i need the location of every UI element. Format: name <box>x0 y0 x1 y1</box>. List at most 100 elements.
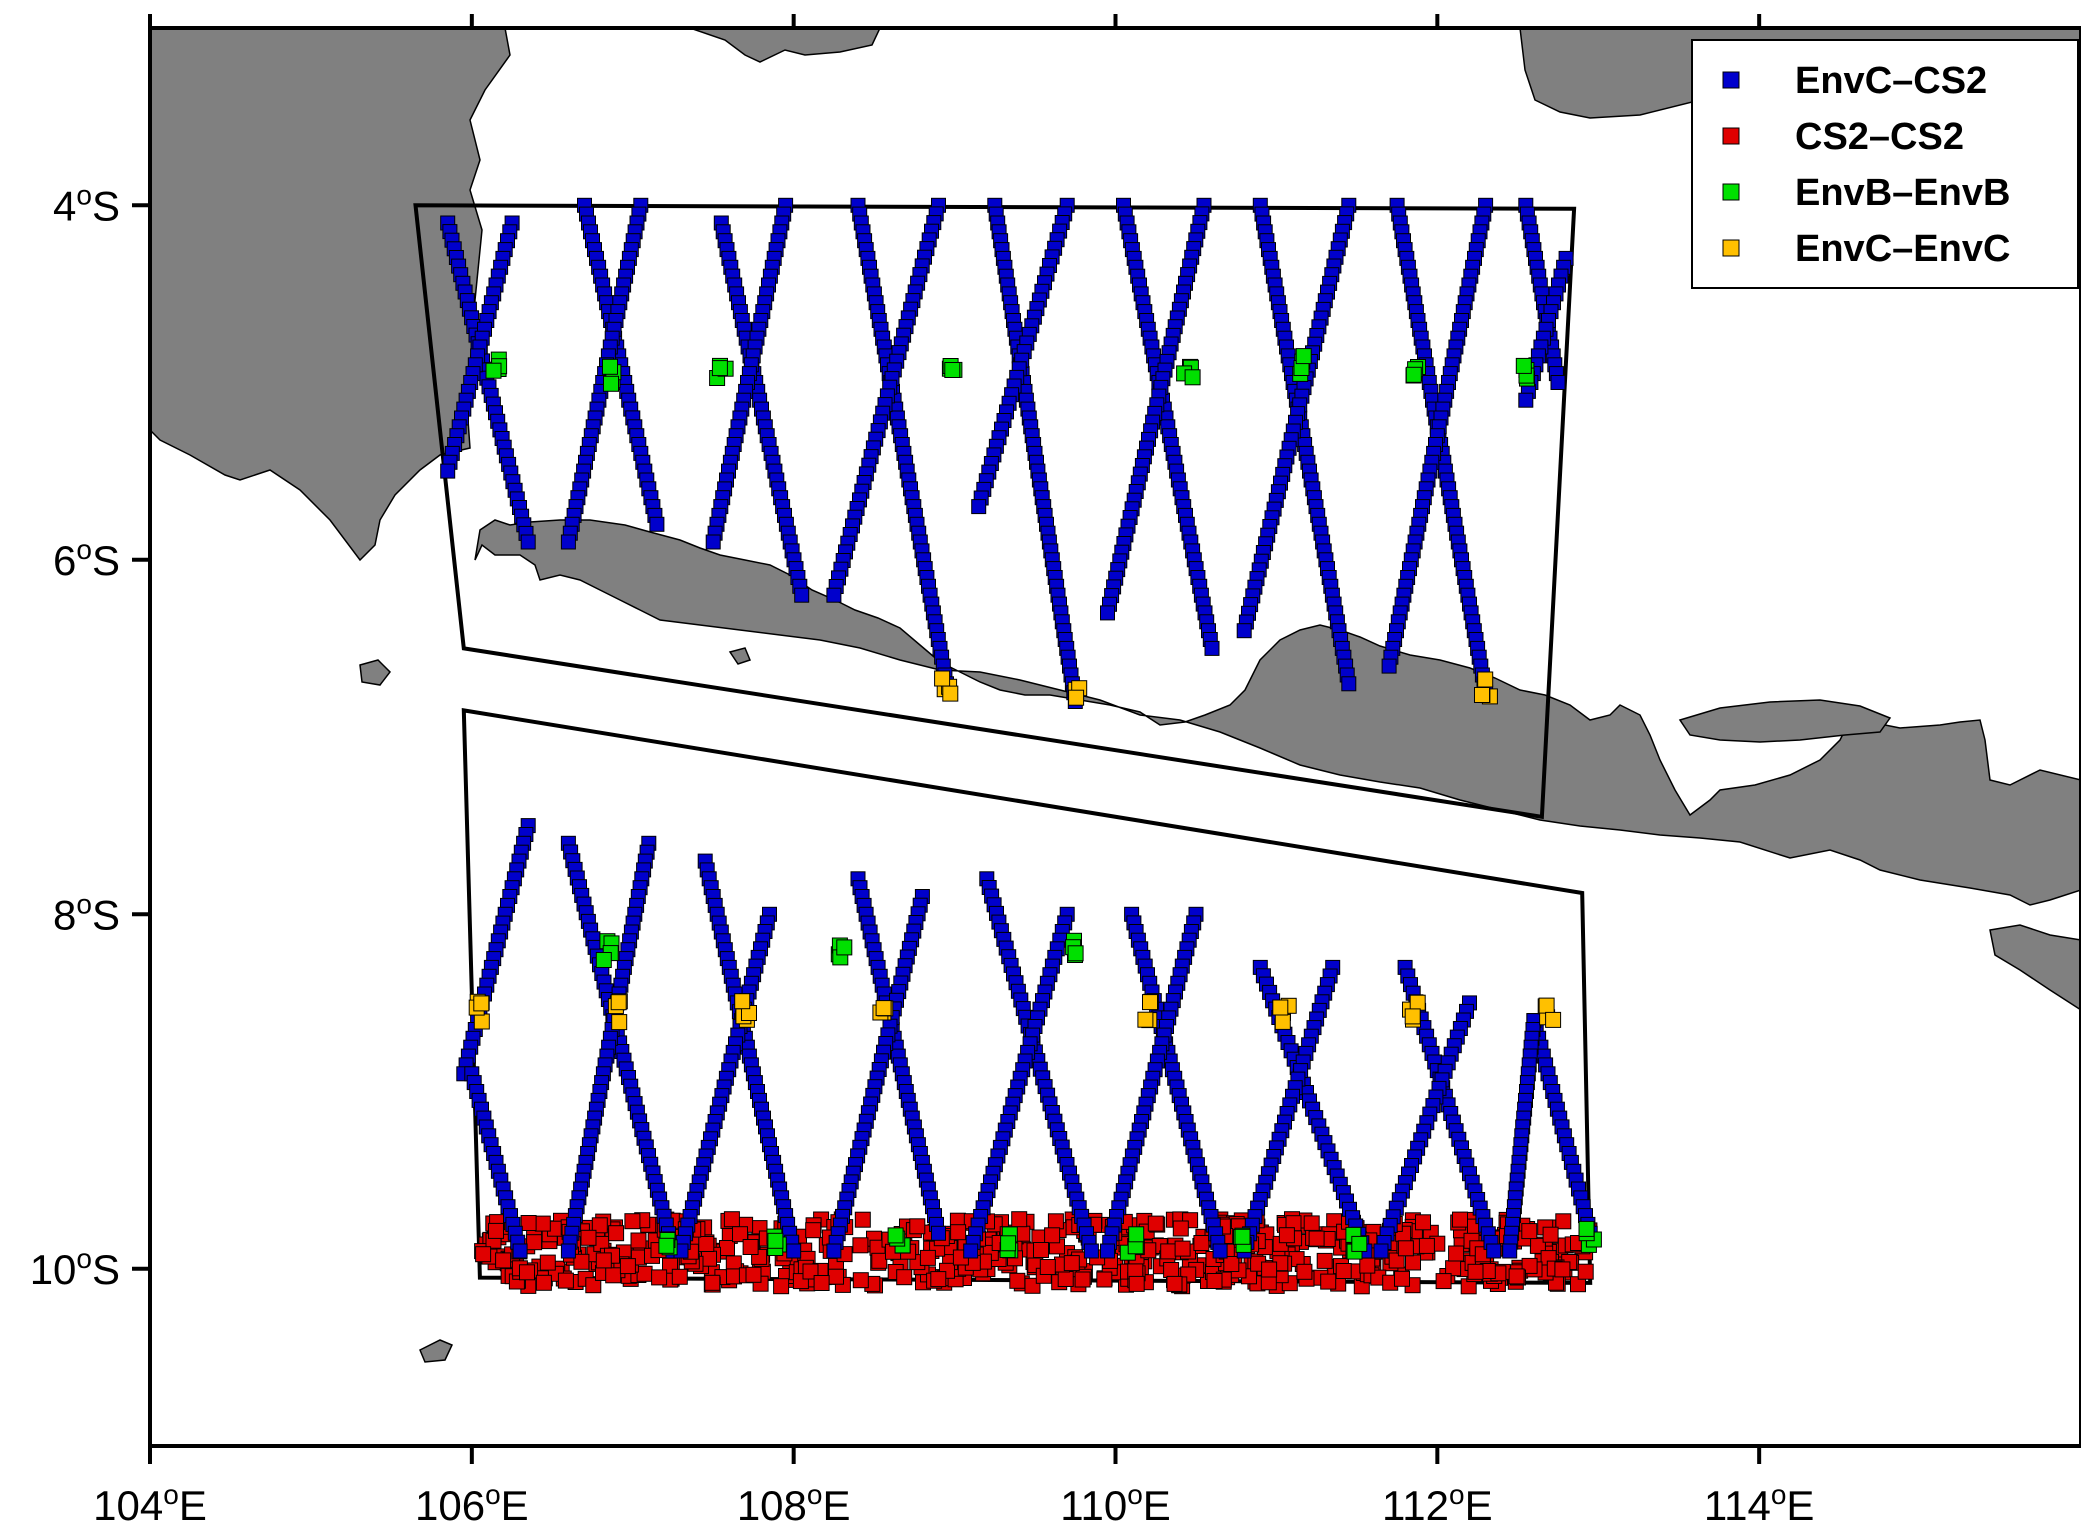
envb-envb-marker <box>603 375 619 392</box>
cs2-cs2-marker <box>930 1271 947 1288</box>
cs2-cs2-marker <box>534 1215 551 1232</box>
bali-land <box>1989 924 2081 1011</box>
envc-cs2-marker <box>520 534 536 550</box>
cs2-cs2-marker <box>1418 1237 1435 1254</box>
y-tick-label: 4oS <box>53 179 120 229</box>
cs2-cs2-marker <box>1033 1242 1049 1258</box>
cs2-cs2-marker <box>1555 1213 1572 1230</box>
envc-cs2-marker <box>705 534 721 550</box>
cs2-cs2-marker <box>1278 1227 1295 1244</box>
envb-envb-marker <box>767 1232 784 1249</box>
envc-envc-marker <box>934 670 951 687</box>
envc-envc-marker <box>734 993 751 1010</box>
envb-envb-marker <box>658 1237 675 1254</box>
envc-envc-marker <box>1538 997 1555 1014</box>
y-tick-label: 10oS <box>30 1243 120 1293</box>
cs2-cs2-marker <box>1335 1263 1352 1279</box>
envc-envc-marker <box>473 995 490 1012</box>
cs2-cs2-marker <box>1296 1263 1313 1280</box>
cs2-cs2-marker <box>1405 1254 1421 1271</box>
cs2-cs2-marker <box>573 1253 590 1270</box>
cs2-cs2-marker <box>1554 1261 1571 1278</box>
x-tick-label: 114oE <box>1704 1479 1815 1529</box>
envc-cs2-marker <box>560 1243 576 1259</box>
cs2-cs2-marker <box>1303 1215 1320 1232</box>
cs2-cs2-marker <box>1009 1272 1026 1289</box>
cs2-cs2-marker <box>909 1218 926 1235</box>
envb-envb-marker <box>1295 348 1312 365</box>
cs2-cs2-marker <box>1521 1223 1538 1240</box>
envc-cs2-marker <box>440 463 456 479</box>
envc-cs2-marker <box>1373 1243 1389 1259</box>
cs2-cs2-marker <box>852 1237 869 1254</box>
envb-envb-marker <box>887 1227 904 1244</box>
envc-cs2-marker <box>1341 676 1357 692</box>
cs2-cs2-marker <box>580 1229 597 1246</box>
envc-cs2-marker <box>931 1225 946 1241</box>
cs2-cs2-marker <box>1435 1273 1452 1290</box>
cs2-cs2-marker <box>1308 1230 1325 1247</box>
cs2-cs2-marker <box>605 1267 622 1284</box>
envc-cs2-marker <box>1212 1243 1228 1259</box>
envb-envb-marker <box>1234 1228 1251 1245</box>
envb-envb-marker <box>1000 1235 1017 1252</box>
envc-envc-marker <box>1272 999 1289 1016</box>
cs2-cs2-marker <box>624 1213 641 1230</box>
envb-envb-marker <box>711 360 728 377</box>
envc-cs2-marker <box>560 534 576 550</box>
islet <box>728 647 752 665</box>
cs2-cs2-marker <box>1223 1256 1240 1272</box>
envb-envb-marker <box>485 362 502 379</box>
islet <box>359 659 391 686</box>
cs2-cs2-marker <box>1172 1220 1189 1237</box>
envc-envc-marker <box>1068 689 1085 706</box>
cs2-cs2-marker <box>1128 1275 1145 1292</box>
envc-cs2-marker <box>971 499 987 515</box>
cs2-cs2-marker <box>519 1264 535 1281</box>
islet <box>419 1339 454 1363</box>
cs2-cs2-marker <box>520 1215 537 1231</box>
cs2-cs2-marker <box>1163 1262 1180 1278</box>
x-tick-label: 106oE <box>415 1479 529 1529</box>
envc-cs2-marker <box>826 587 842 603</box>
sumatra-land <box>150 28 511 562</box>
legend-swatch <box>1722 183 1740 201</box>
cs2-cs2-marker <box>1206 1273 1223 1289</box>
cs2-cs2-marker <box>698 1236 715 1252</box>
cs2-cs2-marker <box>742 1239 759 1255</box>
envb-envb-marker <box>1578 1220 1595 1237</box>
envc-cs2-marker <box>1100 605 1115 621</box>
cs2-cs2-marker <box>671 1268 688 1285</box>
cs2-cs2-marker <box>619 1258 636 1275</box>
cs2-cs2-marker <box>475 1246 492 1263</box>
cs2-cs2-marker <box>773 1278 790 1295</box>
envc-cs2-marker <box>1550 375 1566 390</box>
envc-envc-marker <box>610 994 627 1011</box>
envb-envb-marker <box>1405 366 1422 383</box>
cs2-cs2-marker <box>704 1274 721 1291</box>
envb-envb-marker <box>1351 1235 1368 1252</box>
cs2-cs2-marker <box>651 1269 668 1286</box>
envc-envc-marker <box>1137 1011 1154 1028</box>
legend-label: EnvC–CS2 <box>1795 60 1987 102</box>
cs2-cs2-marker <box>745 1266 762 1283</box>
cs2-cs2-marker <box>854 1211 871 1228</box>
envc-cs2-marker <box>1100 1243 1115 1259</box>
madura-land <box>1678 699 1892 743</box>
cs2-cs2-marker <box>535 1274 552 1291</box>
envc-envc-marker <box>1474 687 1490 703</box>
cs2-cs2-marker <box>828 1268 844 1285</box>
cs2-cs2-marker <box>591 1217 608 1234</box>
envc-cs2-marker <box>1518 392 1534 408</box>
cs2-cs2-marker <box>1542 1226 1559 1243</box>
cs2-cs2-marker <box>1320 1273 1337 1290</box>
envc-cs2-marker <box>1083 1243 1099 1259</box>
cs2-cs2-marker <box>813 1275 830 1291</box>
envb-envb-marker <box>836 939 853 956</box>
y-tick-label: 8oS <box>53 888 120 938</box>
cs2-cs2-marker <box>1057 1271 1074 1287</box>
y-tick-label: 6oS <box>53 534 120 584</box>
region-outline-north <box>413 203 1577 820</box>
legend-swatch <box>1722 127 1740 145</box>
envb-envb-marker <box>944 362 961 378</box>
